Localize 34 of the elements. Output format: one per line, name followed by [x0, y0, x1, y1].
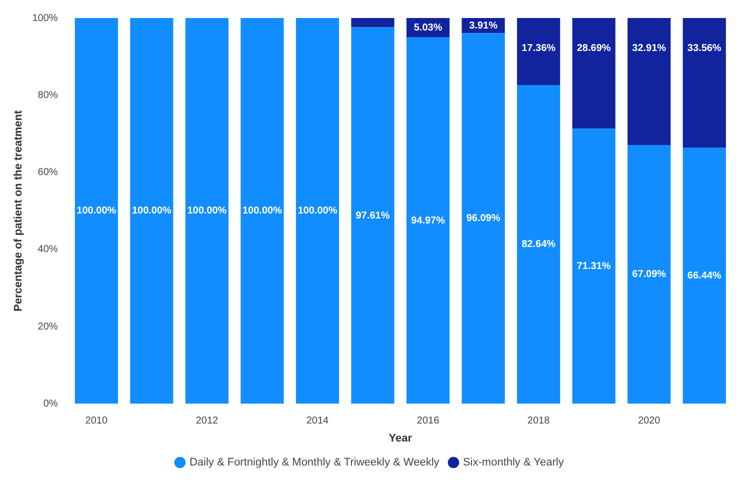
data-label: 100.00%: [187, 206, 227, 217]
y-tick-label: 60%: [38, 167, 58, 178]
x-tick-label: 2014: [306, 416, 330, 427]
x-tick-label: 2012: [196, 416, 219, 427]
data-label: 100.00%: [76, 206, 116, 217]
data-label: 97.61%: [356, 210, 390, 222]
x-tick-label: 2018: [527, 416, 550, 427]
x-tick-label: 2016: [416, 416, 440, 427]
y-tick-label: 40%: [38, 244, 58, 256]
data-label: 33.56%: [687, 42, 722, 54]
y-axis-title: Percentage of patient on the treatment: [12, 110, 25, 312]
data-label: 71.31%: [576, 260, 611, 272]
data-label: 100.00%: [132, 206, 172, 217]
data-label: 17.36%: [522, 42, 556, 54]
legend-label: Six-monthly & Yearly: [462, 456, 564, 469]
legend-label: Daily & Fortnightly & Monthly & Triweekly & Weekly: [189, 456, 440, 469]
data-label: 96.09%: [466, 213, 500, 224]
y-tick-label: 100%: [32, 12, 58, 24]
data-label: 32.91%: [632, 42, 666, 54]
data-label: 28.69%: [576, 42, 611, 54]
data-label: 94.97%: [411, 215, 446, 226]
y-tick-label: 0%: [43, 398, 58, 410]
data-label: 82.64%: [522, 239, 556, 250]
data-label: 100.00%: [298, 206, 338, 217]
data-label: 3.91%: [469, 20, 498, 32]
y-tick-label: 80%: [38, 90, 58, 101]
data-label: 100.00%: [242, 206, 282, 217]
x-tick-label: 2020: [638, 416, 661, 427]
data-label: 66.44%: [687, 270, 722, 282]
data-label: 5.03%: [414, 22, 442, 34]
data-label: 67.09%: [632, 269, 666, 280]
x-tick-label: 2010: [85, 416, 108, 427]
y-tick-label: 20%: [38, 321, 58, 332]
x-axis-title: Year: [388, 432, 413, 444]
